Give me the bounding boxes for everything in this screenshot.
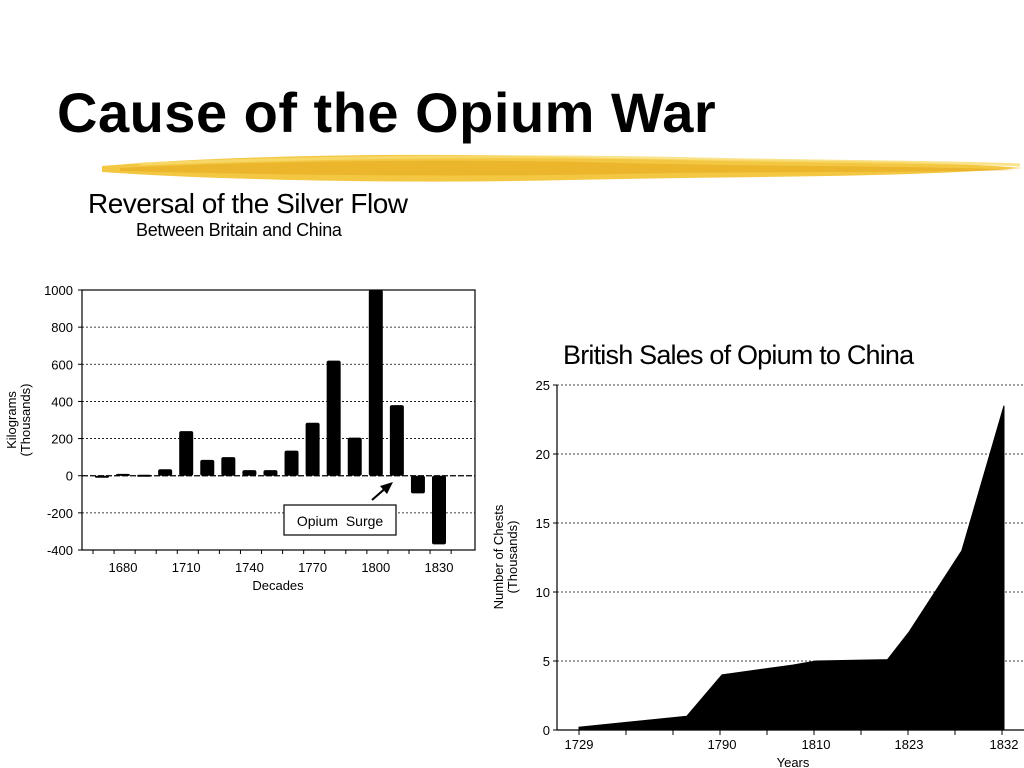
opium-x-tick-label: 1810 — [802, 737, 831, 752]
silver-bar — [221, 457, 236, 476]
silver-bar — [410, 475, 425, 494]
silver-bar — [137, 474, 152, 477]
silver-plot-frame — [81, 289, 476, 551]
silver-bar — [263, 470, 278, 476]
silver-y-tick-label: 600 — [51, 357, 73, 372]
silver-bar — [116, 473, 130, 476]
silver-chart-title: Reversal of the Silver Flow — [88, 188, 408, 219]
silver-bar — [242, 470, 257, 476]
opium-y-axis-label: Number of Chests(Thousands) — [491, 504, 520, 609]
silver-x-tick-label: 1680 — [109, 560, 138, 575]
silver-x-tick-label: 1770 — [298, 560, 327, 575]
opium-y-tick-label: 0 — [543, 723, 550, 738]
silver-bar — [94, 475, 109, 478]
silver-y-tick-label: 400 — [51, 394, 73, 409]
opium-y-tick-label: 10 — [536, 585, 550, 600]
opium-x-tick-label: 1832 — [990, 737, 1019, 752]
silver-y-tick-label: 800 — [51, 320, 73, 335]
opium-x-tick-label: 1823 — [895, 737, 924, 752]
silver-y-tick-label: 1000 — [44, 283, 73, 298]
silver-x-axis-label: Decades — [252, 578, 304, 593]
opium-sales-area — [578, 405, 1005, 731]
opium-y-tick-label: 20 — [536, 447, 550, 462]
silver-x-tick-label: 1740 — [235, 560, 264, 575]
silver-bar — [389, 405, 404, 476]
silver-bar — [200, 459, 215, 476]
silver-bar — [284, 450, 299, 476]
silver-chart-subtitle: Between Britain and China — [136, 220, 342, 240]
silver-bar — [326, 360, 341, 476]
opium-y-tick-label: 5 — [543, 654, 550, 669]
opium-y-tick-label: 25 — [536, 378, 550, 393]
silver-y-tick-label: 200 — [51, 432, 73, 447]
silver-y-tick-label: 0 — [66, 469, 73, 484]
opium-x-tick-label: 1790 — [708, 737, 737, 752]
silver-x-tick-label: 1830 — [425, 560, 454, 575]
opium-x-axis-label: Years — [777, 755, 810, 768]
silver-bar — [158, 469, 173, 476]
opium-x-tick-label: 1729 — [565, 737, 594, 752]
silver-x-tick-label: 1710 — [172, 560, 201, 575]
opium-chart-title: British Sales of Opium to China — [563, 340, 914, 370]
opium-surge-annotation: Opium Surge — [297, 513, 384, 529]
silver-bar — [179, 431, 194, 476]
silver-bar — [432, 475, 446, 545]
annotation-arrow-line — [371, 485, 389, 501]
annotation-arrowhead — [380, 482, 393, 494]
silver-x-tick-label: 1800 — [361, 560, 390, 575]
yellow-brush-divider — [102, 154, 1022, 182]
opium-surge-annotation-box — [283, 504, 397, 536]
opium-y-tick-label: 15 — [536, 516, 550, 531]
silver-y-tick-label: -400 — [47, 543, 73, 558]
slide-title: Cause of the Opium War — [57, 81, 717, 144]
silver-y-tick-label: -200 — [47, 506, 73, 521]
silver-bar — [305, 422, 320, 476]
silver-y-axis-label: Kilograms(Thousands) — [4, 384, 33, 457]
silver-bar — [368, 290, 383, 476]
silver-bar — [347, 437, 362, 476]
